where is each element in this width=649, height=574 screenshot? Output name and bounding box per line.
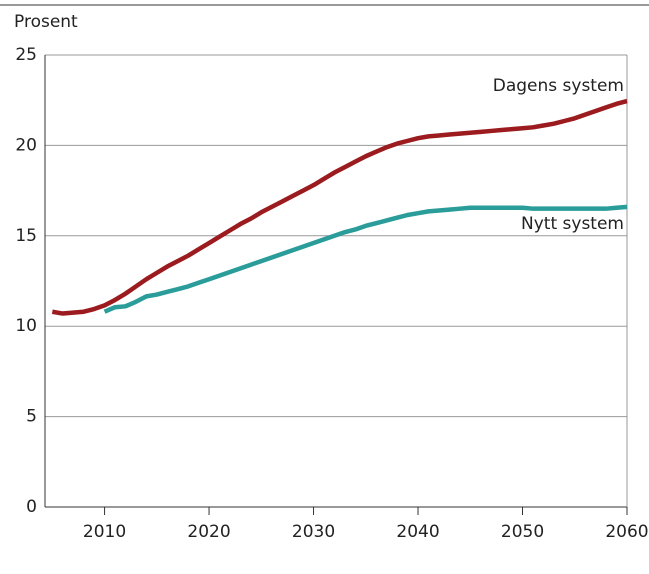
series-line	[51, 98, 628, 316]
series-line	[103, 204, 628, 314]
x-tick-label: 2010	[83, 522, 126, 542]
series-label: Nytt system	[521, 214, 624, 234]
y-tick-label: 15	[15, 226, 37, 246]
y-axis-label: Prosent	[14, 12, 78, 32]
y-tick-label: 10	[15, 316, 37, 336]
x-tick-label: 2040	[396, 522, 439, 542]
y-tick-label: 25	[15, 45, 37, 65]
y-tick-label: 5	[26, 407, 37, 427]
x-tick-label: 2050	[501, 522, 544, 542]
y-tick-label: 20	[15, 135, 37, 155]
y-tick-label: 0	[26, 497, 37, 517]
x-tick-label: 2060	[605, 522, 648, 542]
x-tick-label: 2020	[187, 522, 230, 542]
x-tick-label: 2030	[292, 522, 335, 542]
series-label: Dagens system	[493, 76, 624, 96]
